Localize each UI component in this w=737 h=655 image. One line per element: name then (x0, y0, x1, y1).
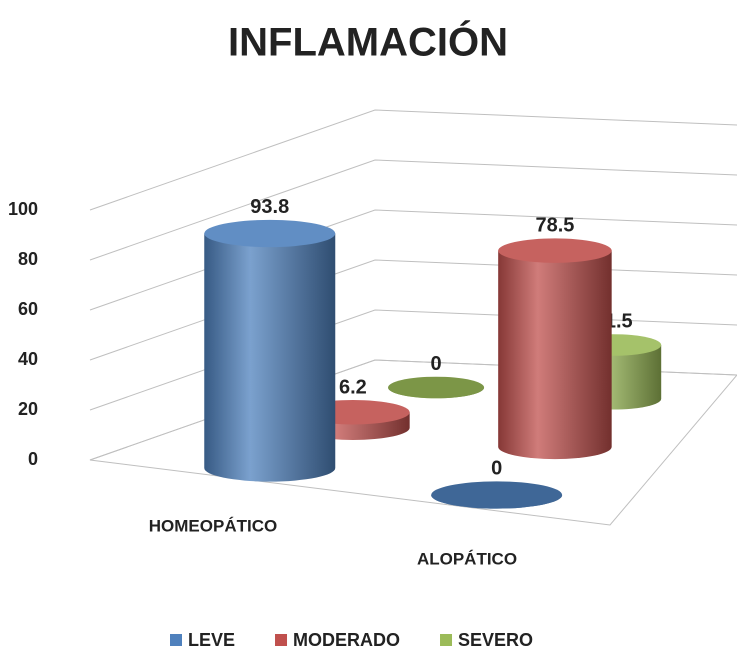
data-label: 0 (491, 458, 502, 480)
y-tick-label: 60 (18, 299, 38, 319)
y-tick-label: 80 (18, 249, 38, 269)
data-label: 93.8 (250, 196, 289, 218)
y-tick-label: 0 (28, 449, 38, 469)
cylinder (204, 219, 336, 482)
cylinder-body (498, 250, 612, 460)
cylinder (388, 376, 485, 399)
cylinder-top (498, 238, 612, 263)
data-label: 0 (431, 353, 442, 375)
grid-line (89, 109, 737, 211)
y-tick-label: 40 (18, 349, 38, 369)
legend-swatch (275, 634, 288, 646)
grid-line (89, 209, 737, 311)
legend-swatch (170, 634, 182, 646)
chart-title: INFLAMACIÓN (228, 19, 508, 65)
cylinder (431, 481, 563, 509)
legend-swatch (440, 634, 453, 646)
legend-label: LEVE (188, 630, 235, 650)
legend-label: MODERADO (293, 630, 400, 650)
data-label: 6.2 (339, 376, 367, 398)
grid-line (89, 309, 737, 411)
cylinder-body (204, 233, 336, 482)
y-tick-label: 20 (18, 399, 38, 419)
cylinder (498, 238, 612, 460)
cylinder-top (204, 219, 336, 248)
grid-line (89, 259, 737, 361)
y-tick-label: 100 (8, 199, 38, 219)
x-tick-label: HOMEOPÁTICO (149, 516, 277, 535)
cylinder-top (431, 481, 563, 509)
legend-label: SEVERO (458, 630, 533, 650)
data-label: 78.5 (535, 215, 574, 237)
cylinder-top (388, 376, 485, 399)
x-tick-label: ALOPÁTICO (417, 549, 517, 568)
grid-line (89, 159, 737, 261)
